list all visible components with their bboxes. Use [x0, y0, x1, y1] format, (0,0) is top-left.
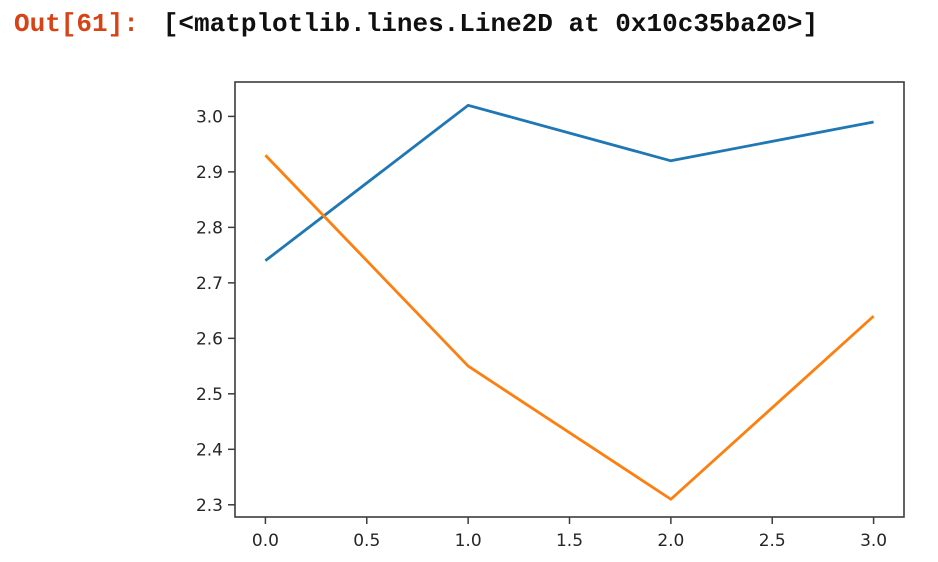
- y-tick-label: 2.4: [196, 440, 223, 460]
- y-tick-label: 3.0: [196, 107, 223, 127]
- x-tick-label: 2.0: [657, 531, 684, 551]
- output-row: Out[61]: [<matplotlib.lines.Line2D at 0x…: [14, 10, 818, 39]
- x-tick-label: 0.0: [252, 531, 279, 551]
- x-tick-label: 0.5: [353, 531, 380, 551]
- y-tick-label: 2.5: [196, 385, 223, 405]
- x-tick-label: 3.0: [860, 531, 887, 551]
- y-tick-label: 2.9: [196, 163, 223, 183]
- x-tick-label: 1.0: [455, 531, 482, 551]
- y-tick-label: 2.3: [196, 496, 223, 516]
- chart-line-series-0: [264, 103, 874, 262]
- out-prompt: Out[61]:: [14, 9, 139, 39]
- output-repr-text: [<matplotlib.lines.Line2D at 0x10c35ba20…: [162, 9, 819, 39]
- y-tick-label: 2.6: [196, 329, 223, 349]
- y-tick-label: 2.7: [196, 274, 223, 294]
- x-tick-label: 1.5: [556, 531, 583, 551]
- axes-frame: [234, 81, 905, 518]
- chart-line-series-1: [264, 154, 875, 501]
- x-tick-label: 2.5: [759, 531, 786, 551]
- y-tick-label: 2.8: [196, 218, 223, 238]
